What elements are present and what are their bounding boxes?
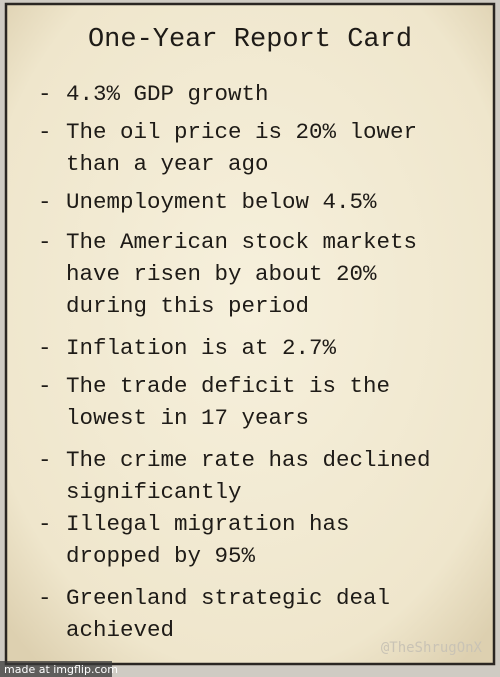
footer: made at imgflip.com bbox=[4, 663, 118, 676]
item-line: Greenland strategic deal bbox=[66, 585, 390, 611]
bullet: - bbox=[38, 447, 52, 473]
watermark: @TheShrugOnX bbox=[381, 640, 483, 656]
item-line: have risen by about 20% bbox=[66, 261, 377, 287]
item-line: Illegal migration has bbox=[66, 511, 350, 537]
bullet: - bbox=[38, 119, 52, 145]
item-line: Unemployment below 4.5% bbox=[66, 189, 377, 215]
bullet: - bbox=[38, 511, 52, 537]
item-line: 4.3% GDP growth bbox=[66, 81, 269, 107]
item-line: dropped by 95% bbox=[66, 543, 256, 569]
bullet: - bbox=[38, 229, 52, 255]
item-line: The oil price is 20% lower bbox=[66, 119, 417, 145]
bullet: - bbox=[38, 335, 52, 361]
bullet: - bbox=[38, 189, 52, 215]
item-list: -4.3% GDP growth- The oil price is 20% lo… bbox=[38, 81, 431, 643]
bullet: - bbox=[38, 81, 52, 107]
footer-bg bbox=[0, 661, 112, 677]
item-line: significantly bbox=[66, 479, 242, 505]
paper-card bbox=[4, 2, 496, 666]
bullet: - bbox=[38, 585, 52, 611]
item-line: than a year ago bbox=[66, 151, 269, 177]
item-line: during this period bbox=[66, 293, 309, 319]
bullet: - bbox=[38, 373, 52, 399]
item-line: Inflation is at 2.7% bbox=[66, 335, 337, 361]
item-line: The American stock markets bbox=[66, 229, 417, 255]
item-line: The trade deficit is the bbox=[66, 373, 390, 399]
item-line: The crime rate has declined bbox=[66, 447, 431, 473]
item-line: lowest in 17 years bbox=[66, 405, 309, 431]
item-line: achieved bbox=[66, 617, 174, 643]
title: One-Year Report Card bbox=[88, 25, 412, 55]
